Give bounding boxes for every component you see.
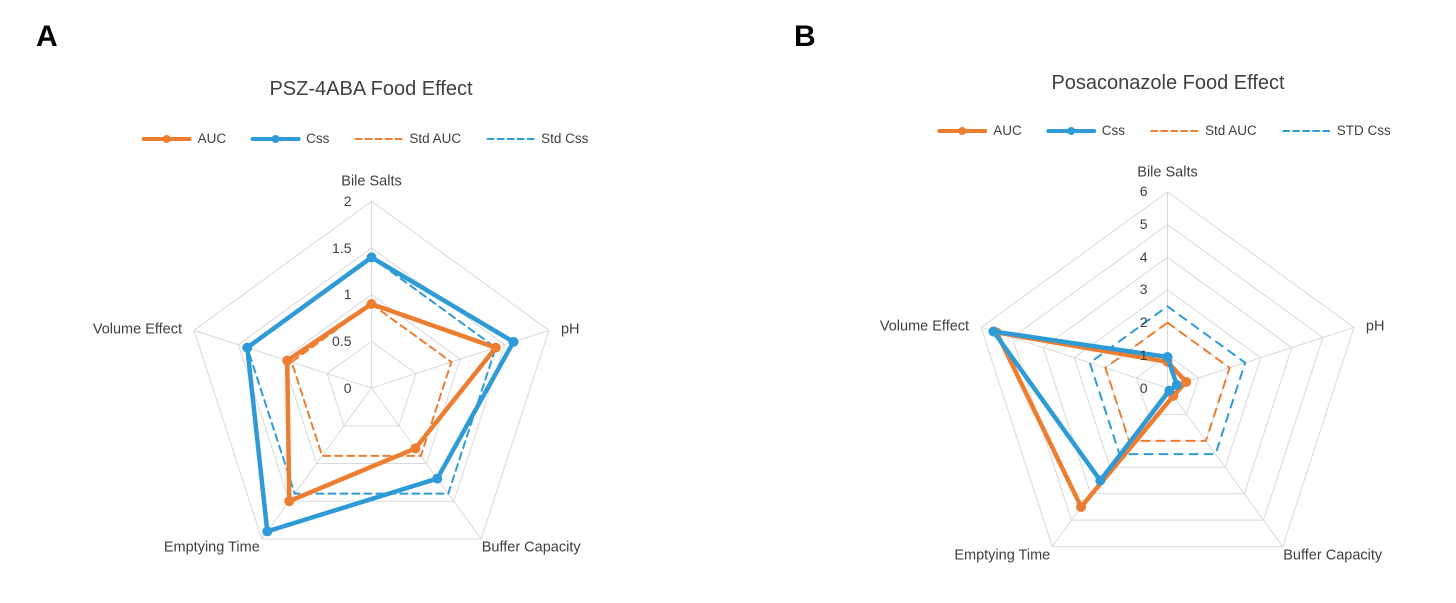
axis-label-volume-effect: Volume Effect — [879, 318, 970, 335]
legend-marker-dot — [958, 126, 967, 135]
series-marker-css — [508, 336, 519, 347]
legend-line-marker-swatch — [250, 134, 301, 143]
grid-ring — [1135, 354, 1200, 415]
legend-dashed-line-swatch — [486, 137, 535, 140]
panel-a-letter: A — [36, 20, 58, 53]
legend-label: Std AUC — [409, 131, 462, 146]
series-marker-auc — [1076, 501, 1087, 512]
series-marker-auc — [410, 443, 421, 454]
chart-b-legend: AUC Css Std AUC STD Css — [937, 123, 1391, 138]
tick-label: 6 — [1139, 183, 1148, 200]
axis-label-ph: pH — [1365, 318, 1385, 335]
series-marker-css — [1171, 379, 1182, 390]
axis-label-volume-effect: Volume Effect — [92, 321, 183, 338]
series-line-auc — [284, 301, 498, 504]
series-line-std-css — [1088, 305, 1247, 456]
chart-b-radar — [980, 191, 1355, 548]
series-marker-css — [366, 252, 377, 263]
legend-item-auc: AUC — [141, 131, 227, 146]
legend-marker-dot — [271, 134, 280, 143]
axis-label-ph: pH — [560, 321, 580, 338]
axis-label-emptying-time: Emptying Time — [163, 539, 260, 556]
series-marker-css — [988, 326, 999, 337]
grid-ring — [326, 340, 417, 427]
chart-a-radar — [193, 200, 550, 540]
legend-label: Css — [306, 131, 330, 146]
tick-label: 3 — [1139, 281, 1148, 298]
legend-item-std-auc: Std AUC — [1149, 123, 1257, 138]
legend-item-std-css: STD Css — [1281, 123, 1391, 138]
legend-item-css: Css — [250, 131, 329, 146]
tick-label: 0.5 — [332, 332, 352, 349]
legend-label: Std AUC — [1204, 123, 1257, 138]
series-marker-css — [1164, 385, 1175, 396]
legend-label: STD Css — [1336, 123, 1391, 138]
series-marker-auc — [490, 342, 501, 353]
axis-label-emptying-time: Emptying Time — [954, 547, 1051, 564]
panel-a: A PSZ-4ABA Food Effect AUC Css Std AUC Std … — [36, 20, 588, 556]
tick-label: 1 — [343, 286, 352, 303]
chart-a-legend: AUC Css Std AUC Std Css — [141, 131, 588, 146]
legend-dashed-line-swatch — [1149, 129, 1198, 132]
grid-ring — [1042, 256, 1293, 495]
series-marker-auc — [1181, 376, 1192, 387]
series-line-css — [991, 329, 1180, 483]
legend-item-auc: AUC — [937, 123, 1022, 138]
legend-item-std-auc: Std AUC — [353, 131, 461, 146]
series-marker-css — [1162, 351, 1173, 362]
tick-label: 0 — [343, 379, 352, 396]
tick-label: 1 — [1139, 346, 1148, 363]
series-marker-css — [1095, 475, 1106, 486]
legend-label: AUC — [993, 123, 1022, 138]
grid-ring — [282, 294, 461, 464]
tick-label: 0 — [1139, 379, 1148, 396]
tick-label: 2 — [343, 192, 352, 209]
axis-label-bile-salts: Bile Salts — [1137, 164, 1198, 181]
tick-label: 4 — [1139, 248, 1148, 265]
grid-ring — [980, 191, 1355, 548]
legend-item-css: Css — [1045, 123, 1125, 138]
axis-label-bile-salts: Bile Salts — [341, 173, 402, 190]
grid-ring — [1011, 224, 1324, 521]
grid-ring — [193, 200, 550, 540]
axis-label-buffer-capacity: Buffer Capacity — [481, 539, 581, 556]
tick-label: 2 — [1139, 314, 1148, 331]
legend-dashed-line-swatch — [354, 137, 403, 140]
legend-marker-dot — [162, 134, 171, 143]
series-marker-auc — [366, 299, 377, 310]
series-marker-auc — [282, 355, 293, 366]
series-marker-auc — [284, 496, 295, 507]
chart-a-title: PSZ-4ABA Food Effect — [269, 78, 473, 100]
legend-item-std-css: Std Css — [485, 131, 588, 146]
series-line-css — [245, 255, 516, 534]
axis-label-buffer-capacity: Buffer Capacity — [1283, 547, 1383, 564]
legend-dashed-line-swatch — [1281, 129, 1330, 132]
series-line-std-auc — [1104, 321, 1231, 442]
panel-b-letter: B — [794, 20, 816, 53]
chart-b-title: Posaconazole Food Effect — [1051, 72, 1285, 94]
panel-b: B Posaconazole Food Effect AUC Css Std AUC… — [728, 0, 1456, 603]
tick-label: 5 — [1139, 216, 1148, 233]
series-marker-css — [432, 473, 443, 484]
legend-line-marker-swatch — [141, 134, 192, 143]
series-marker-css — [242, 342, 253, 353]
legend-line-marker-swatch — [937, 126, 988, 135]
series-marker-css — [262, 526, 273, 537]
legend-label: Css — [1101, 123, 1125, 138]
legend-label: Std Css — [541, 131, 589, 146]
legend-line-marker-swatch — [1045, 126, 1096, 135]
legend-marker-dot — [1066, 126, 1075, 135]
series-line-std-auc — [290, 303, 453, 457]
tick-label: 1.5 — [332, 239, 352, 256]
legend-label: AUC — [197, 131, 227, 146]
